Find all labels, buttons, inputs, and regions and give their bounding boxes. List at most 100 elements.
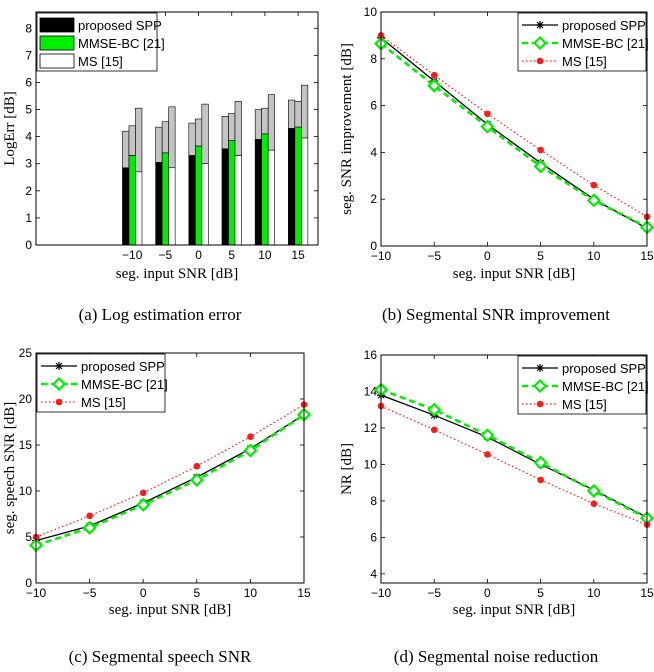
data-point [586, 483, 601, 498]
y-tick-label: 1 [25, 211, 32, 225]
series-line [380, 34, 648, 218]
x-tick-label: −10 [371, 586, 392, 600]
y-tick-label: 0 [370, 239, 377, 253]
bar [261, 133, 269, 246]
bar [201, 163, 209, 246]
data-point [590, 181, 598, 189]
data-point [243, 443, 258, 458]
caption-b: (b) Segmental SNR improvement [381, 305, 611, 324]
bar [155, 162, 163, 246]
bar-segment-upper [221, 116, 229, 150]
bar [288, 128, 296, 246]
data-point [480, 119, 495, 134]
bar [135, 171, 143, 246]
bar-segment-upper [161, 121, 169, 154]
bar-segment-upper [188, 122, 196, 156]
x-tick-label: 5 [193, 586, 200, 600]
data-point [86, 512, 93, 520]
series-line [35, 414, 305, 542]
legend-label: proposed SPP [562, 18, 646, 33]
series-line [380, 405, 648, 526]
bar [128, 155, 136, 246]
data-point [136, 497, 151, 512]
x-tick-label: 15 [297, 586, 311, 600]
y-tick-label: 2 [25, 184, 32, 198]
x-tick-label: −5 [159, 248, 173, 262]
legend-label: MMSE-BC [21] [562, 379, 649, 394]
data-point [139, 489, 147, 497]
data-point [533, 455, 548, 470]
bar-segment-upper [128, 125, 136, 156]
bar-segment-upper [288, 99, 296, 129]
x-tick-label: 0 [484, 249, 491, 263]
x-tick-label: −5 [83, 586, 97, 600]
y-axis-label: NR [dB] [339, 443, 355, 495]
x-tick-label: 5 [228, 248, 235, 262]
legend: proposed SPP MMSE-BC [21] MS [15] [36, 12, 165, 72]
y-tick-label: 16 [364, 348, 378, 362]
data-point [427, 78, 442, 93]
data-point [189, 472, 204, 488]
bar [122, 167, 130, 246]
bar-segment-upper [135, 107, 143, 173]
bar-segment-upper [301, 84, 309, 139]
y-tick-label: 4 [370, 145, 377, 159]
series-line [35, 404, 305, 538]
y-tick-label: 6 [370, 99, 377, 113]
data-point [82, 520, 97, 535]
data-point [586, 193, 601, 208]
x-axis-label: seg. input SNR [dB] [453, 266, 576, 282]
bar [294, 126, 302, 246]
caption-c: (c) Segmental speech SNR [68, 647, 252, 666]
y-tick-label: 2 [370, 192, 377, 206]
bar-segment-upper [254, 109, 262, 140]
legend: proposed SPP MMSE-BC [21] MS [15] [517, 355, 649, 415]
legend-swatch [39, 53, 75, 69]
x-tick-label: −10 [122, 248, 143, 262]
legend-swatch [39, 35, 75, 51]
y-tick-label: 3 [25, 157, 32, 171]
bar-segment-upper [155, 126, 163, 163]
data-point [590, 500, 598, 507]
bar [301, 137, 309, 246]
y-tick-label: 6 [370, 530, 377, 544]
y-axis-label: seg. SNR improvement [dB] [339, 43, 355, 215]
series-line [380, 388, 648, 520]
y-tick-label: 8 [370, 52, 377, 66]
bar-segment-upper [122, 130, 130, 169]
legend-marker [51, 376, 67, 392]
legend-label: proposed SPP [562, 361, 646, 376]
bar [168, 167, 176, 246]
data-point [480, 428, 495, 443]
bar-segment-upper [168, 106, 176, 169]
bar [221, 148, 229, 246]
data-point [193, 462, 201, 470]
y-tick-label: 25 [19, 346, 33, 360]
legend-marker [55, 398, 63, 406]
plot-frame [380, 11, 648, 247]
y-tick-label: 10 [364, 5, 378, 19]
legend: proposed SPP MMSE-BC [21] MS [15] [517, 12, 649, 72]
x-tick-label: 15 [640, 586, 654, 600]
y-tick-label: 7 [25, 48, 32, 62]
bar [254, 139, 262, 246]
y-tick-label: 8 [25, 21, 32, 35]
bar-segment-upper [234, 101, 242, 156]
y-tick-label: 5 [25, 103, 32, 117]
x-axis-label: seg. input SNR [dB] [453, 602, 576, 618]
y-tick-label: 12 [364, 421, 378, 435]
x-tick-label: 15 [291, 248, 305, 262]
legend-label: MMSE-BC [21] [562, 36, 649, 51]
legend-label: proposed SPP [78, 18, 162, 33]
y-tick-label: 6 [25, 75, 32, 89]
y-tick-label: 4 [370, 567, 377, 581]
y-tick-label: 10 [19, 484, 33, 498]
legend-marker [536, 57, 544, 65]
y-tick-label: 0 [25, 238, 32, 252]
data-point [484, 110, 491, 118]
legend-label: MS [15] [81, 395, 126, 410]
plot-frame [35, 11, 319, 246]
x-tick-label: −5 [427, 586, 441, 600]
y-tick-label: 5 [25, 530, 32, 544]
